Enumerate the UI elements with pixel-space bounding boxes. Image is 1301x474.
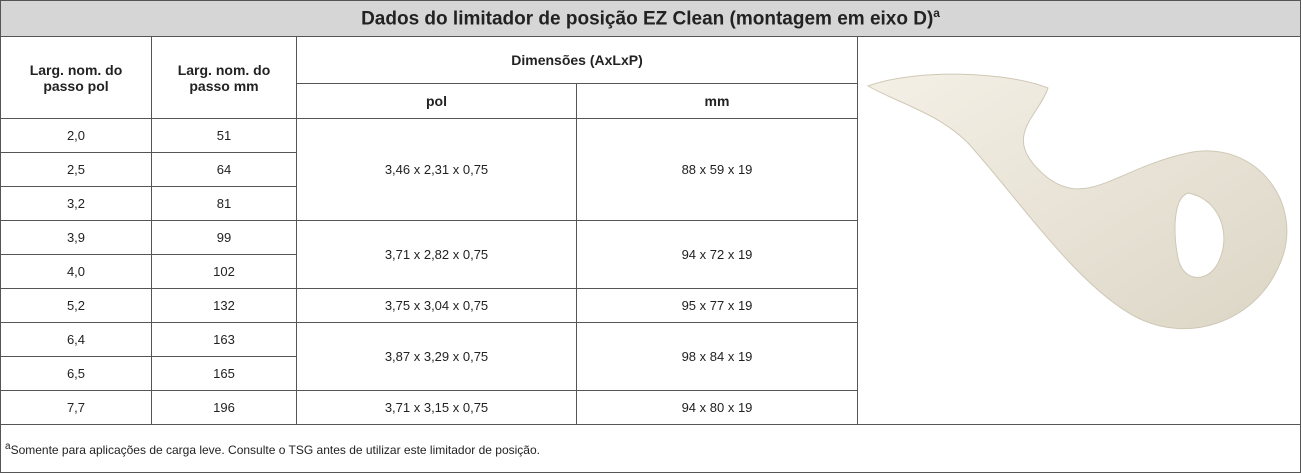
pitch-in: 6,5 [0,356,152,391]
col-header: Larg. nom. do passo mm [151,36,297,119]
footnote-text: Somente para aplicações de carga leve. C… [10,442,540,457]
dimensions-in: 3,75 x 3,04 x 0,75 [296,288,577,323]
pitch-mm: 165 [151,356,297,391]
note-mark: a [933,6,940,21]
pitch-mm: 132 [151,288,297,323]
pitch-mm: 64 [151,152,297,187]
table-row: 7,7 196 3,71 x 3,15 x 0,75 94 x 80 x 19 [0,390,1301,425]
col-header: Larg. nom. do passo pol [0,36,152,119]
pitch-mm: 196 [151,390,297,425]
col-header: mm [576,83,858,119]
dimensions-mm: 98 x 84 x 19 [576,322,858,391]
table-row: 3,2 81 [0,186,1301,221]
footnote-mark: a [5,440,11,452]
product-image [866,73,1288,330]
pitch-in: 2,0 [0,118,152,153]
pitch-mm: 51 [151,118,297,153]
table-row: 3,9 99 3,71 x 2,82 x 0,75 94 x 72 x 19 [0,220,1301,289]
pitch-in: 4,0 [0,254,152,289]
pitch-in: 7,7 [0,390,152,425]
dimensions-mm: 94 x 80 x 19 [576,390,858,425]
col-header: Dimensões (AxLxP) [296,36,858,84]
pitch-mm: 102 [151,254,297,289]
pitch-mm: 81 [151,186,297,221]
col-header: pol [296,83,577,119]
pitch-in: 3,9 [0,220,152,255]
pitch-in: 3,2 [0,186,152,221]
table-row: 5,2 132 3,75 x 3,04 x 0,75 95 x 77 x 19 [0,288,1301,323]
table-row: 6,5 165 [0,356,1301,391]
pitch-mm: 99 [151,220,297,255]
table-row: 2,0 51 3,46 x 2,31 x 0,75 88 x 59 x 19 [0,118,1301,221]
table-row: 2,5 64 [0,152,1301,187]
title-text: Dados do limitador de posição EZ Clean (… [361,8,934,30]
dimensions-mm: 95 x 77 x 19 [576,288,858,323]
table-title: Dados do limitador de posição EZ Clean (… [0,0,1301,37]
pitch-in: 2,5 [0,152,152,187]
dimensions-in: 3,71 x 3,15 x 0,75 [296,390,577,425]
table-row: 6,4 163 3,87 x 3,29 x 0,75 98 x 84 x 19 [0,322,1301,391]
dimensions-in: 3,46 x 2,31 x 0,75 [296,118,577,221]
dimensions-in: 3,87 x 3,29 x 0,75 [296,322,577,391]
footnote: aSomente para aplicações de carga leve. … [0,424,1301,473]
product-image-cell [856,36,1301,425]
footnote-row: aSomente para aplicações de carga leve. … [0,424,1301,473]
pitch-in: 6,4 [0,322,152,357]
dimensions-in: 3,71 x 2,82 x 0,75 [296,220,577,289]
dimensions-mm: 94 x 72 x 19 [576,220,858,289]
pitch-mm: 163 [151,322,297,357]
dimensions-mm: 88 x 59 x 19 [576,118,858,221]
table-row: 4,0 102 [0,254,1301,289]
pitch-in: 5,2 [0,288,152,323]
